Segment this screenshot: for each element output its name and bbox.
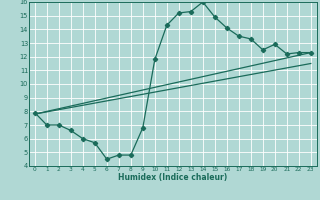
X-axis label: Humidex (Indice chaleur): Humidex (Indice chaleur) <box>118 173 228 182</box>
